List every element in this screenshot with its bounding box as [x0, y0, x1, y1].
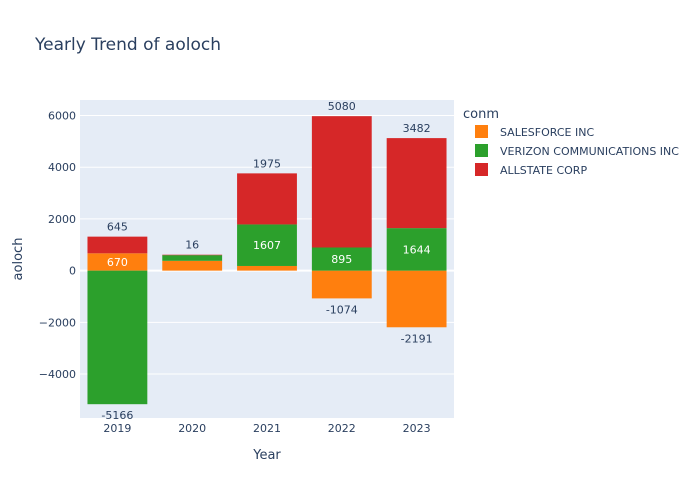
bar-segment[interactable] — [237, 173, 297, 225]
legend-item-label[interactable]: SALESFORCE INC — [500, 126, 594, 139]
x-tick-label: 2023 — [403, 422, 431, 435]
bar-segment[interactable] — [386, 270, 447, 328]
legend-title: conm — [463, 107, 499, 122]
bar-segment[interactable] — [162, 255, 223, 261]
bar-segment[interactable] — [237, 224, 297, 266]
data-label: -2191 — [401, 332, 433, 345]
x-tick-label: 2019 — [103, 422, 131, 435]
bar-segment[interactable] — [87, 253, 148, 271]
data-label: 3482 — [403, 122, 431, 135]
y-axis-title: aoloch — [11, 238, 26, 281]
y-tick-label: 4000 — [48, 161, 76, 174]
data-label: 16 — [185, 239, 199, 252]
bar-segment[interactable] — [162, 254, 223, 256]
legend-item-label[interactable]: VERIZON COMMUNICATIONS INC — [500, 145, 679, 158]
bar-segment[interactable] — [311, 270, 372, 299]
bar-segment[interactable] — [311, 116, 372, 248]
data-label: 670 — [107, 256, 128, 269]
y-tick-label: 0 — [69, 265, 76, 278]
data-label: 895 — [331, 253, 352, 266]
x-tick-labels: 2019 2020 2021 2022 2023 — [103, 422, 430, 435]
y-tick-label: −2000 — [39, 316, 76, 329]
x-tick-label: 2022 — [328, 422, 356, 435]
y-tick-label: 6000 — [48, 110, 76, 123]
y-tick-label: 2000 — [48, 213, 76, 226]
data-label: 645 — [107, 221, 128, 234]
bar-segment[interactable] — [87, 270, 148, 405]
data-labels: 670 -1074 -2191 -5166 1607 895 1644 645 16 1975 50… — [101, 100, 432, 422]
bar-segment[interactable] — [386, 138, 447, 229]
data-label: 1607 — [253, 239, 281, 252]
y-tick-labels: −4000 −2000 0 2000 4000 6000 — [39, 110, 76, 382]
legend-swatch — [475, 163, 488, 176]
x-tick-label: 2020 — [178, 422, 206, 435]
bar-segment[interactable] — [386, 228, 447, 271]
x-tick-label: 2021 — [253, 422, 281, 435]
bar-segment[interactable] — [311, 247, 372, 271]
chart-title: Yearly Trend of aoloch — [34, 35, 221, 55]
legend-swatch — [475, 125, 488, 138]
bar-segment[interactable] — [237, 265, 297, 271]
data-label: -5166 — [101, 409, 133, 422]
legend-swatch — [475, 144, 488, 157]
bars — [87, 116, 447, 405]
legend[interactable]: conm SALESFORCE INC VERIZON COMMUNICATION… — [463, 107, 679, 177]
y-tick-label: −4000 — [39, 368, 76, 381]
bar-segment[interactable] — [162, 260, 223, 271]
legend-item-label[interactable]: ALLSTATE CORP — [500, 164, 587, 177]
data-label: 1644 — [403, 243, 431, 256]
x-axis-title: Year — [252, 448, 281, 463]
data-label: 5080 — [328, 100, 356, 113]
data-label: 1975 — [253, 157, 281, 170]
data-label: -1074 — [326, 303, 358, 316]
bar-segment[interactable] — [87, 236, 148, 254]
